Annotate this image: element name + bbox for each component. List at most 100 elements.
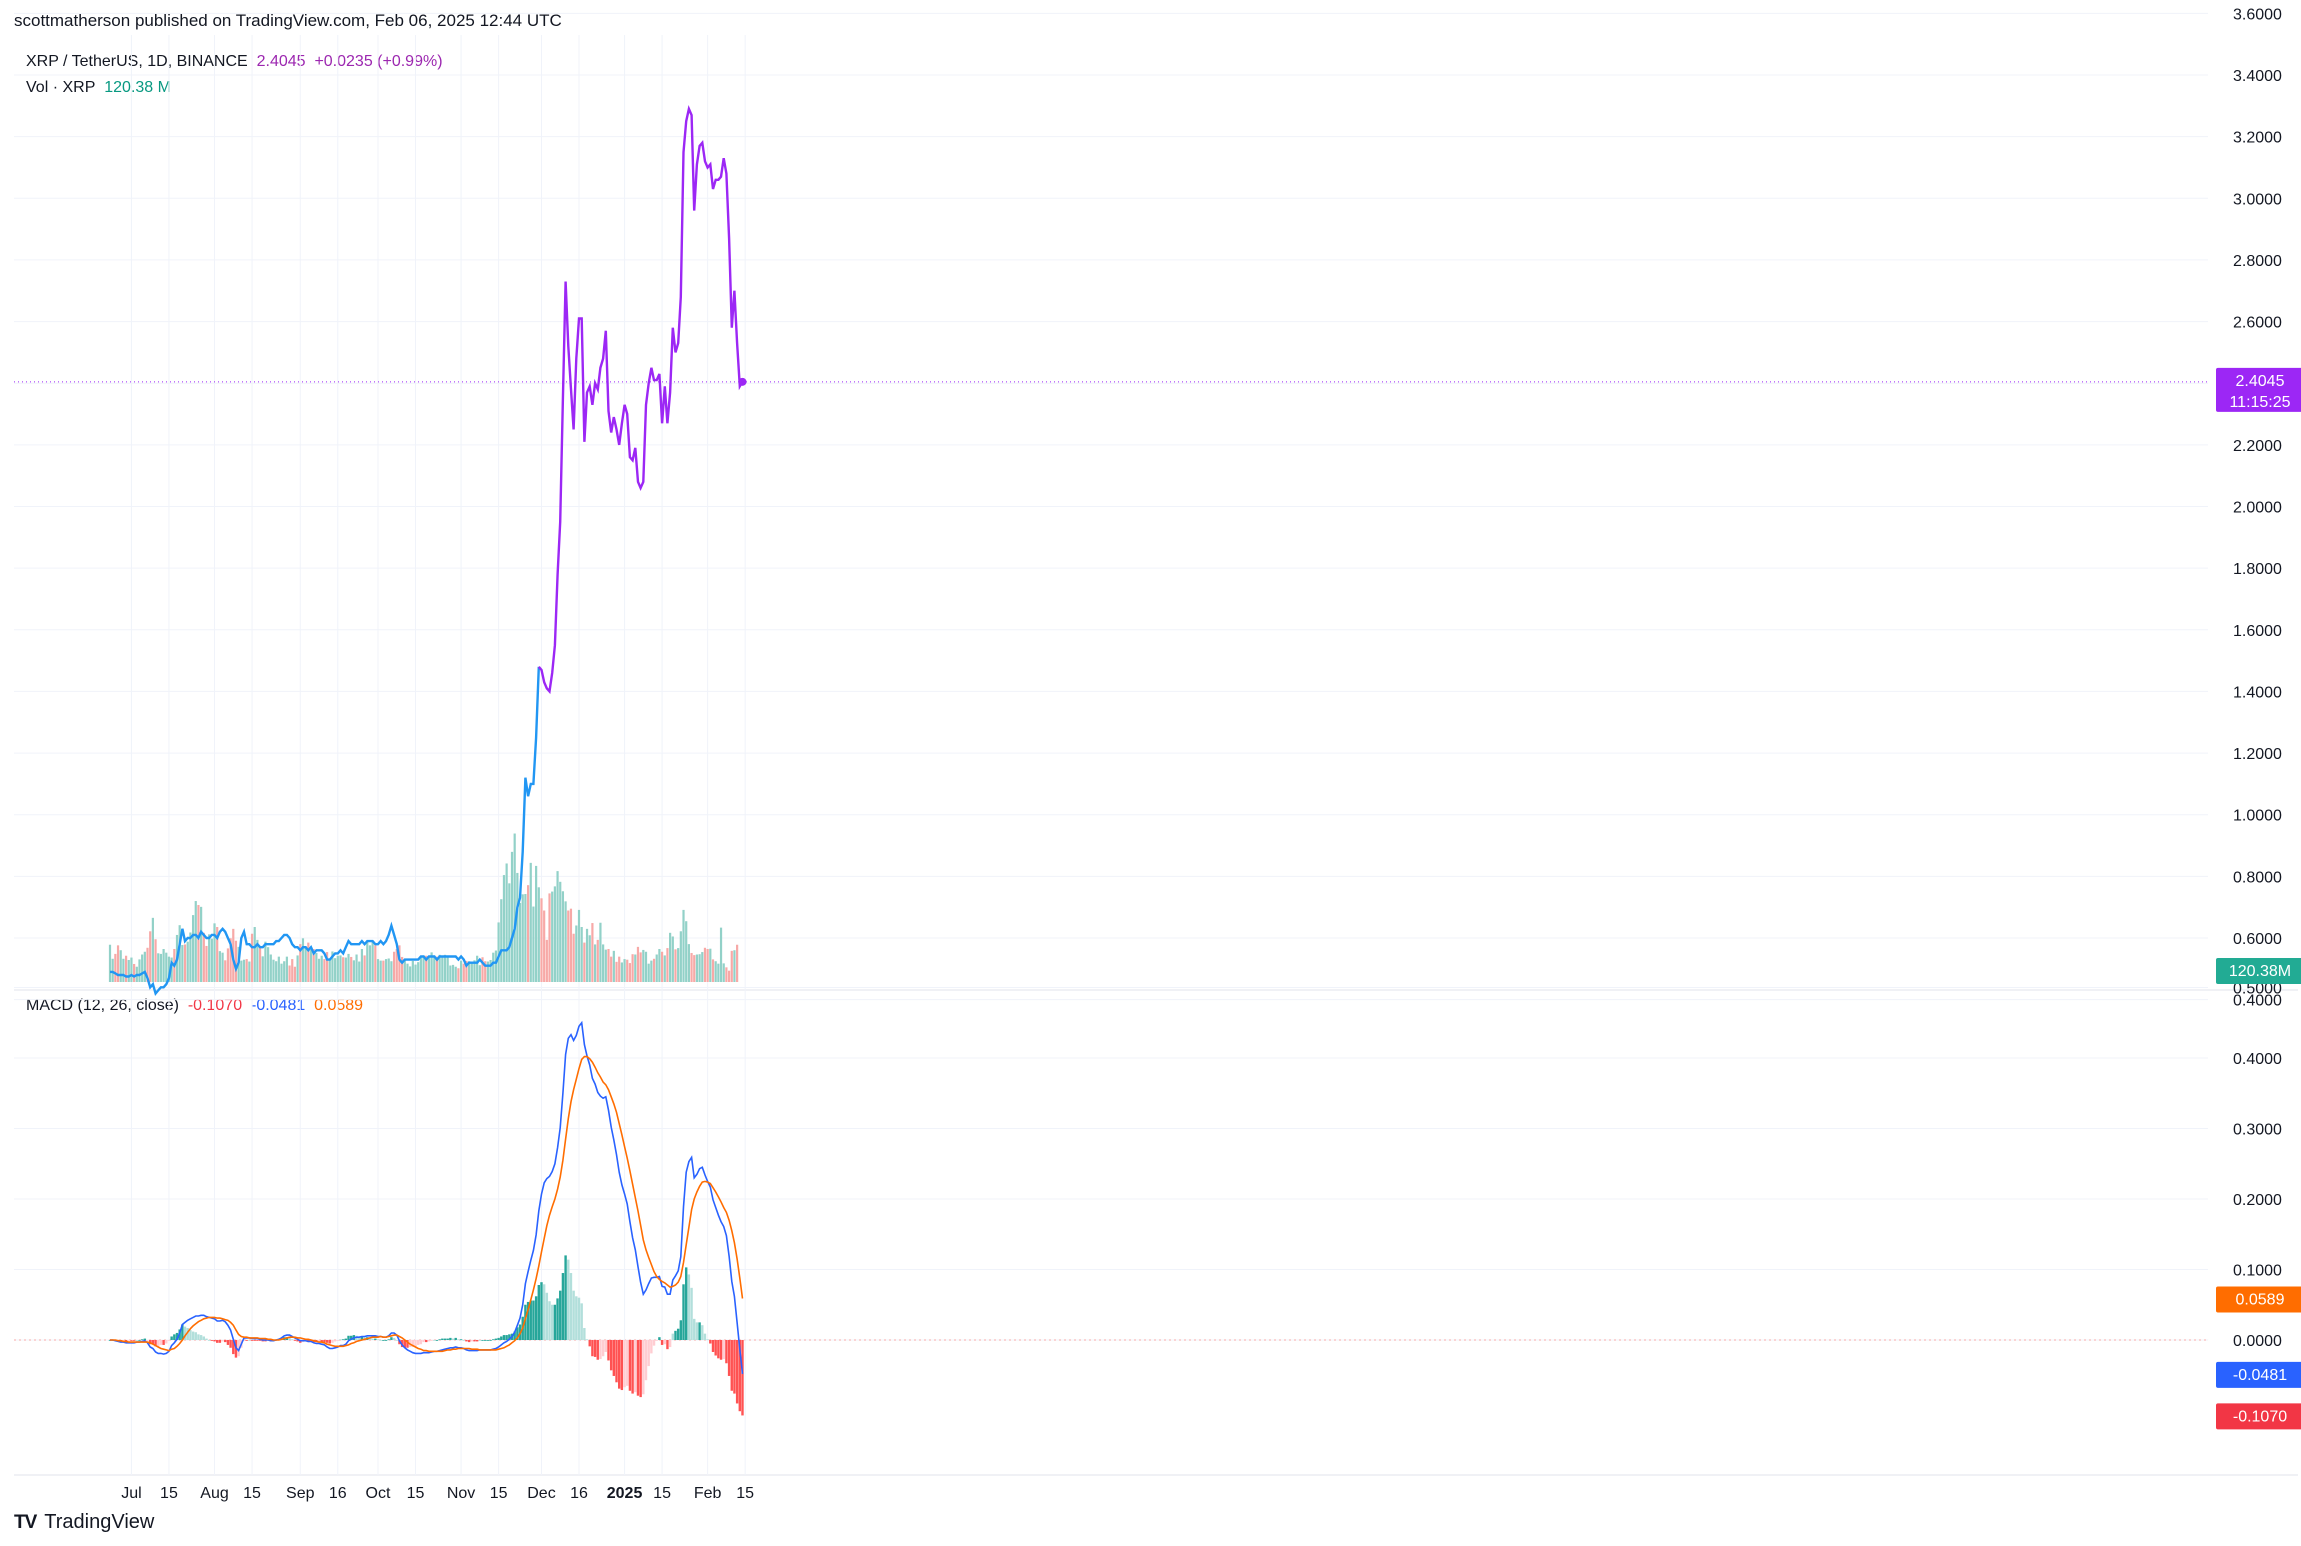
volume-bar <box>339 955 342 982</box>
volume-bar <box>650 960 653 982</box>
volume-bar <box>116 945 120 982</box>
volume-bar <box>639 952 642 982</box>
macd-histogram-bar <box>181 1324 184 1340</box>
macd-histogram-bar <box>596 1340 599 1360</box>
macd-histogram-bar <box>465 1340 468 1342</box>
volume-badge: 120.38M <box>2216 958 2301 984</box>
signal-line <box>110 1055 744 1353</box>
macd-histogram-bar <box>685 1267 688 1340</box>
volume-bar <box>181 945 184 982</box>
macd-tick-label: 0.4000 <box>2233 1051 2282 1068</box>
macd-histogram-bar <box>226 1340 230 1345</box>
volume-bar <box>577 909 581 982</box>
volume-bar <box>714 961 717 982</box>
price-badge-text: 2.4045 <box>2236 373 2285 390</box>
macd-histogram-bar <box>288 1337 291 1340</box>
macd-histogram-bar <box>626 1340 629 1386</box>
macd-histogram-bar <box>484 1340 487 1341</box>
volume-bar <box>406 963 409 982</box>
volume-bar <box>253 927 256 982</box>
macd-histogram-bar <box>183 1326 187 1340</box>
macd-histogram-bar <box>122 1340 125 1341</box>
volume-bar <box>543 910 546 982</box>
macd-histogram-bar <box>376 1339 380 1341</box>
time-tick-label: 15 <box>407 1485 425 1502</box>
volume-bar <box>427 956 431 982</box>
volume-legend[interactable]: Vol · XRP 120.38 M <box>26 79 171 97</box>
volume-bar <box>401 956 404 982</box>
volume-bar <box>133 963 136 982</box>
hist-badge-bg <box>2216 1403 2301 1430</box>
macd-histogram-bar <box>138 1340 141 1341</box>
macd-histogram-bar <box>722 1340 725 1360</box>
volume-bar <box>111 958 114 982</box>
macd-histogram-bar <box>647 1340 650 1367</box>
volume-bar <box>612 950 615 982</box>
macd-histogram-bar <box>293 1340 297 1341</box>
volume-bar <box>508 883 511 982</box>
volume-title[interactable]: Vol · XRP <box>26 79 96 96</box>
signal-badge: 0.0589 <box>2216 1286 2301 1313</box>
macd-title[interactable]: MACD (12, 26, close) <box>26 997 179 1014</box>
macd-line <box>110 1020 744 1374</box>
time-tick-label: Feb <box>694 1485 722 1502</box>
macd-histogram-bar <box>379 1340 382 1341</box>
volume-bar <box>537 887 540 982</box>
macd-tick-label: 0.1000 <box>2233 1263 2282 1280</box>
volume-bar <box>725 967 728 982</box>
macd-histogram-bar <box>427 1340 431 1342</box>
volume-bar <box>202 932 205 982</box>
macd-histogram-bar <box>706 1339 709 1341</box>
volume-bar <box>186 941 189 982</box>
volume-bar <box>548 893 551 982</box>
macd-legend[interactable]: MACD (12, 26, close) -0.1070 -0.0481 0.0… <box>26 997 363 1015</box>
volume-bar <box>588 935 591 982</box>
macd-histogram-bar <box>628 1340 632 1391</box>
volume-bar <box>438 954 441 982</box>
macd-histogram-bar <box>331 1340 334 1343</box>
price-tick-label: 1.4000 <box>2233 684 2282 701</box>
volume-bar <box>454 966 457 982</box>
price-badges: 2.4045 11:15:25 120.38M 0.0589 -0.0481 -0.107… <box>2216 367 2301 1430</box>
tradingview-logo[interactable]: TV TradingView <box>14 1511 154 1534</box>
macd-badge-bg <box>2216 1361 2301 1388</box>
macd-histogram-bar <box>317 1340 321 1342</box>
macd-histogram-bar <box>146 1340 149 1341</box>
macd-histogram-bar <box>516 1327 519 1340</box>
volume-bar <box>224 960 227 982</box>
volume-bar <box>679 931 682 982</box>
volume-bar <box>366 941 369 982</box>
volume-bar <box>191 915 195 982</box>
macd-histogram-bar <box>711 1340 715 1352</box>
volume-bar <box>344 957 347 982</box>
macd-histogram-bar <box>210 1340 214 1341</box>
macd-histogram-bar <box>564 1255 567 1340</box>
macd-histogram-bar <box>207 1340 211 1341</box>
volume-bar <box>363 955 366 982</box>
macd-histogram-bar <box>615 1340 618 1383</box>
macd-histogram-bar <box>256 1340 259 1341</box>
macd-histogram-bar <box>406 1340 409 1348</box>
macd-histogram-bar <box>449 1337 452 1340</box>
volume-bar <box>256 939 259 982</box>
macd-histogram-bar <box>443 1338 447 1340</box>
volume-bar <box>674 949 677 982</box>
volume-bar <box>312 949 315 982</box>
symbol-title[interactable]: XRP / TetherUS, 1D, BINANCE <box>26 53 248 70</box>
volume-bar <box>505 863 508 982</box>
macd-tick-label: 0.0000 <box>2233 1333 2282 1350</box>
volume-bar <box>267 947 270 982</box>
volume-bar <box>127 960 130 982</box>
macd-histogram-bar <box>730 1340 733 1391</box>
macd-histogram-bar <box>132 1340 136 1341</box>
volume-bar <box>189 932 192 982</box>
time-tick-label: Jul <box>121 1485 141 1502</box>
volume-bar <box>510 851 514 982</box>
volume-bar <box>151 917 154 982</box>
macd-histogram-bar <box>725 1340 728 1364</box>
macd-histogram-bar <box>216 1340 219 1343</box>
volume-bar <box>371 941 374 982</box>
volume-bar <box>526 885 530 982</box>
macd-histogram-bar <box>623 1340 626 1388</box>
